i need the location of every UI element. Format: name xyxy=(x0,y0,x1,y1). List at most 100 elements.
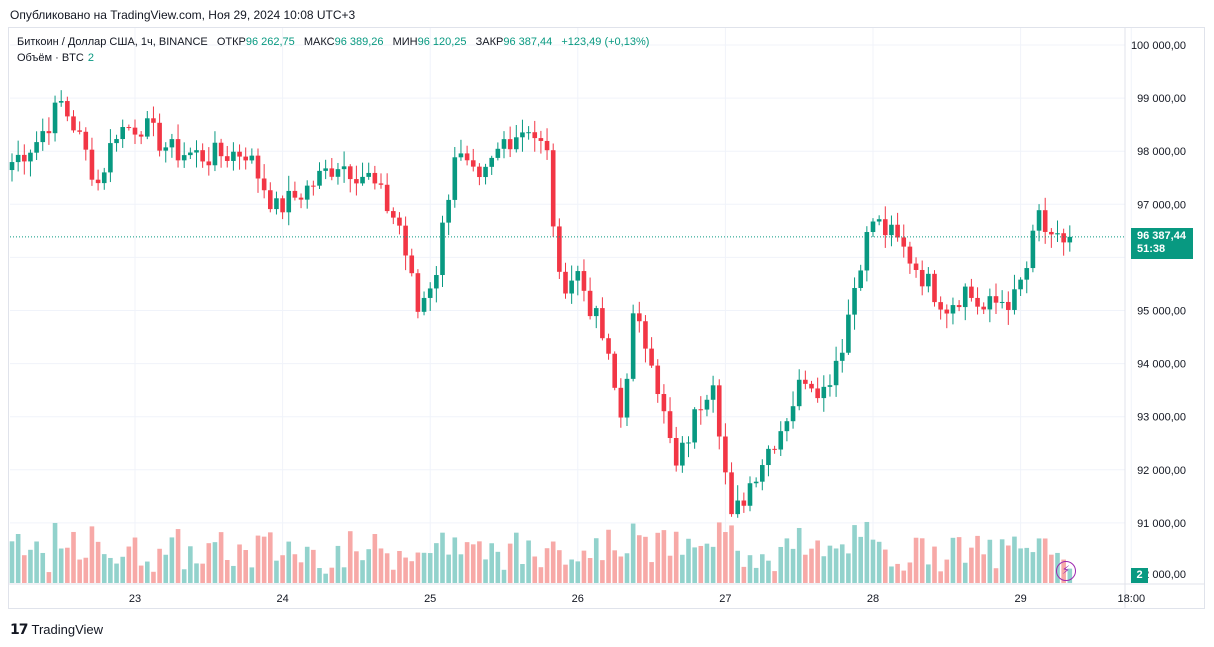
lightning-icon[interactable]: ⚡ xyxy=(1056,561,1076,581)
candle-body xyxy=(495,148,501,158)
candle-body xyxy=(600,308,605,339)
volume-bar xyxy=(932,546,937,583)
volume-bar xyxy=(600,560,605,583)
candle-body xyxy=(255,155,261,179)
volume-bar xyxy=(15,534,21,583)
candle-body xyxy=(852,287,857,315)
candle-body xyxy=(532,132,538,139)
volume-bar xyxy=(329,567,335,583)
candle-body xyxy=(341,166,347,170)
volume-bar xyxy=(710,546,716,583)
candle-body xyxy=(680,442,685,466)
candle-body xyxy=(391,211,396,218)
volume-bar xyxy=(846,553,851,583)
candle-body xyxy=(1067,236,1073,243)
volume-bar xyxy=(1042,538,1048,583)
candle-body xyxy=(895,224,900,238)
volume-bar xyxy=(434,543,439,583)
candle-body xyxy=(440,222,445,276)
candle-body xyxy=(243,156,248,161)
candle-body xyxy=(354,179,359,184)
candle-body xyxy=(126,127,132,129)
x-tick-label: 25 xyxy=(424,593,436,605)
candle-body xyxy=(839,352,845,361)
candle-body xyxy=(673,438,679,466)
candle-body xyxy=(581,271,587,291)
volume-bar xyxy=(637,535,642,583)
candle-body xyxy=(403,225,408,256)
symbol-title[interactable]: Биткоин / Доллар США, 1ч, BINANCE xyxy=(17,36,208,48)
candle-body xyxy=(317,170,322,186)
volume-bar xyxy=(415,552,421,583)
tradingview-logo[interactable]: 𝟭𝟳 TradingView xyxy=(10,621,103,638)
candle-body xyxy=(280,198,285,213)
volume-bar xyxy=(557,550,562,583)
candle-body xyxy=(372,172,378,184)
candle-body xyxy=(557,226,562,272)
volume-bar xyxy=(587,558,593,583)
candle-body xyxy=(932,273,937,303)
candle-body xyxy=(329,168,335,177)
volume-bar xyxy=(569,559,574,583)
price-axis: 100 000,00 99 000,00 98 000,00 97 000,00 95 … xyxy=(1131,40,1186,581)
candle-body xyxy=(446,199,451,223)
volume-bar xyxy=(132,537,138,583)
candle-body xyxy=(538,138,544,141)
volume-bar xyxy=(268,532,273,583)
volume-bar xyxy=(538,567,544,583)
volume-bar xyxy=(913,537,919,583)
volume-bar xyxy=(304,546,310,583)
candle-body xyxy=(65,101,70,117)
candle-body xyxy=(735,500,740,515)
volume-bar xyxy=(526,540,531,583)
candle-body xyxy=(483,166,488,178)
volume-bar xyxy=(858,536,863,583)
volume-bar xyxy=(883,549,888,583)
candle-body xyxy=(188,152,193,156)
candle-body xyxy=(790,406,796,422)
volume-bar xyxy=(403,557,408,583)
candle-body xyxy=(470,160,476,167)
candle-body xyxy=(501,139,507,149)
x-tick-label: 18:00 xyxy=(1118,593,1146,605)
candle-body xyxy=(772,448,777,450)
candle-body xyxy=(692,409,697,443)
candle-body xyxy=(169,139,175,148)
volume-bar xyxy=(784,538,790,583)
volume-bar xyxy=(747,555,753,583)
candle-body xyxy=(415,273,421,312)
volume-bar xyxy=(889,566,894,583)
volume-bar xyxy=(317,568,322,583)
volume-label[interactable]: Объём · BTC xyxy=(17,52,84,64)
volume-bar xyxy=(544,548,550,583)
x-tick-label: 27 xyxy=(719,593,731,605)
volume-bar xyxy=(520,564,525,583)
candle-body xyxy=(1006,301,1011,310)
candle-body xyxy=(1030,230,1036,269)
volume-bar xyxy=(181,569,187,583)
candle-body xyxy=(261,178,267,191)
volume-bar xyxy=(827,545,833,583)
low-label: МИН xyxy=(392,36,418,48)
candle-body xyxy=(421,297,427,312)
candle-body xyxy=(71,116,76,131)
candle-body xyxy=(52,102,58,134)
volume-bar xyxy=(151,571,156,583)
x-tick-label: 23 xyxy=(129,593,141,605)
volume-bar xyxy=(212,542,218,583)
brand-name: TradingView xyxy=(31,622,104,637)
volume-bar xyxy=(470,544,476,583)
candle-body xyxy=(181,155,187,161)
volume-bar xyxy=(999,539,1005,583)
volume-bar xyxy=(993,568,999,583)
volume-bar xyxy=(280,555,285,583)
candle-body xyxy=(729,472,734,515)
volume-bar xyxy=(175,529,181,583)
volume-bar xyxy=(581,550,587,583)
candle-body xyxy=(489,157,494,167)
volume-bar xyxy=(944,559,950,583)
volume-bar xyxy=(975,535,980,583)
volume-bar xyxy=(1006,545,1011,583)
candles xyxy=(9,90,1073,518)
